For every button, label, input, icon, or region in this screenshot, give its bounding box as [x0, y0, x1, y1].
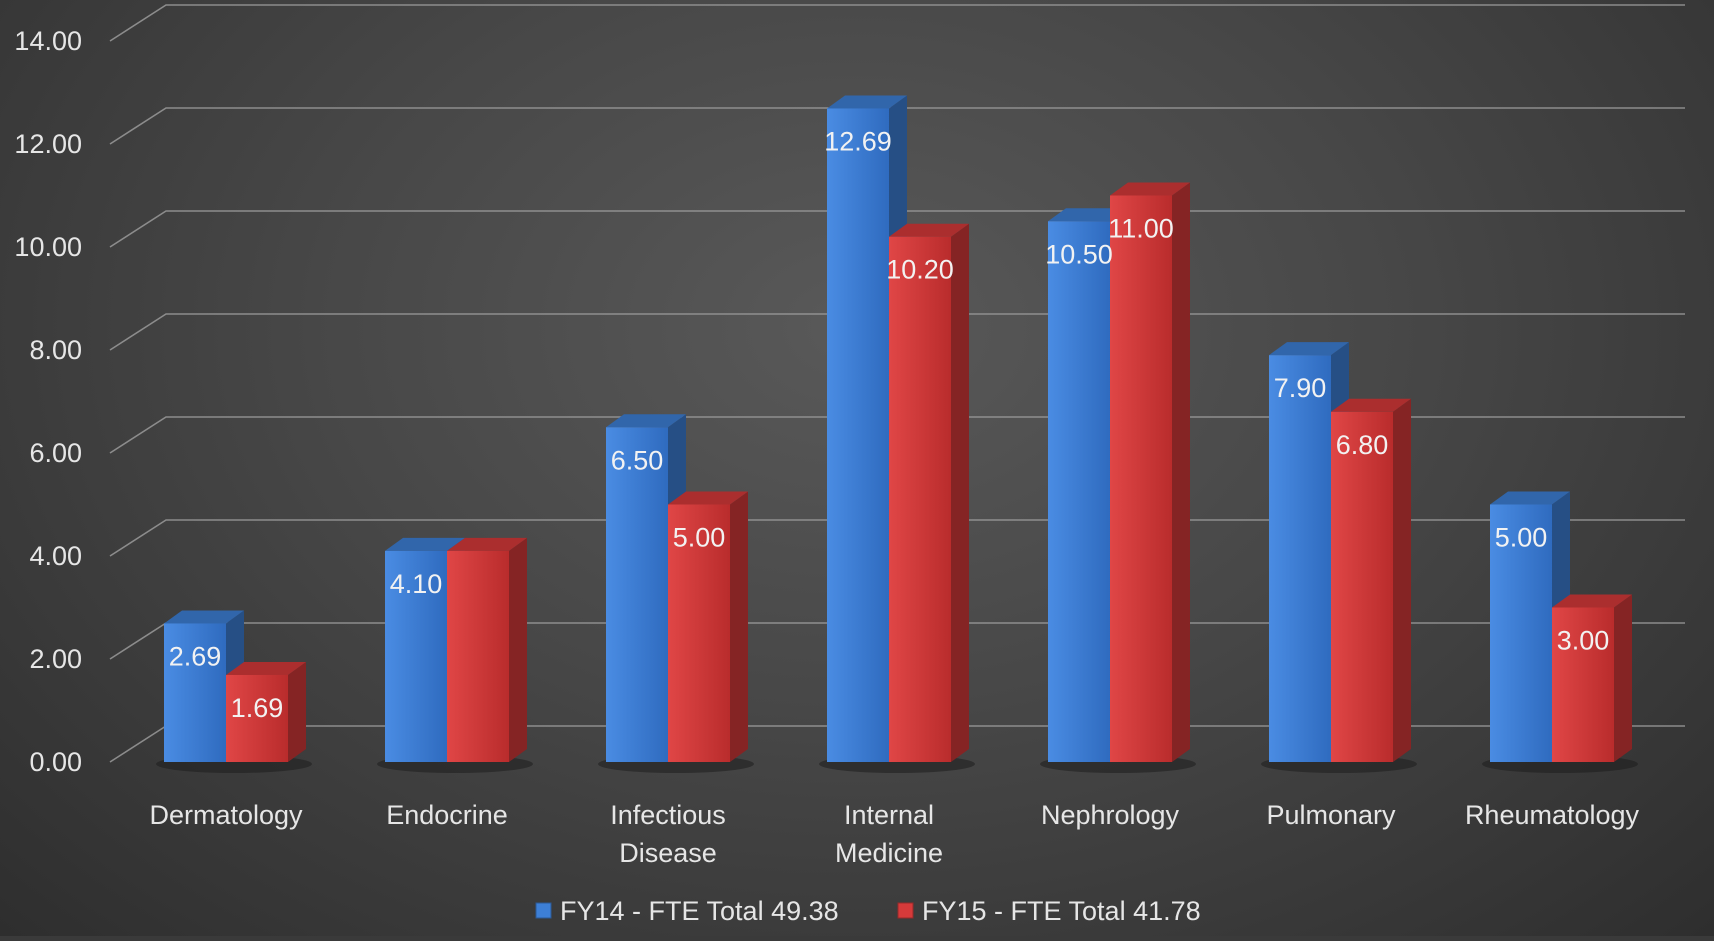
- data-label: 11.00: [1108, 214, 1174, 244]
- data-label: 5.00: [1495, 523, 1548, 553]
- x-axis: Dermatology Endocrine Infectious Disease Int…: [149, 800, 1639, 868]
- gridlines: [109, 4, 1685, 763]
- data-label: 2.69: [169, 641, 222, 671]
- gridline: [109, 107, 1685, 145]
- x-tick-label: Internal Medicine: [835, 800, 943, 868]
- data-label: 1.69: [231, 693, 284, 723]
- bar-fy15-pulmonary[interactable]: [1331, 398, 1411, 762]
- data-labels: 2.69 1.69 4.10 6.50 5.00 12.69 10.20 10.5011.00…: [169, 126, 1610, 723]
- x-tick-label: Infectious Disease: [610, 800, 726, 868]
- legend[interactable]: FY14 - FTE Total 49.38 FY15 - FTE Total 4…: [535, 896, 1201, 926]
- legend-item-fy15[interactable]: FY15 - FTE Total 41.78: [897, 896, 1201, 926]
- data-label: 12.69: [824, 126, 892, 156]
- data-label: 7.90: [1274, 373, 1327, 403]
- y-tick-label: 6.00: [29, 438, 82, 468]
- y-tick-label: 0.00: [29, 747, 82, 777]
- legend-swatch: [535, 902, 552, 919]
- legend-item-fy14[interactable]: FY14 - FTE Total 49.38: [535, 896, 839, 926]
- y-tick-label: 8.00: [29, 335, 82, 365]
- data-label: 5.00: [673, 523, 726, 553]
- y-tick-label: 10.00: [14, 232, 82, 262]
- x-tick-label: Pulmonary: [1266, 800, 1396, 830]
- x-tick-label: Dermatology: [149, 800, 303, 830]
- data-label: 3.00: [1557, 626, 1610, 656]
- bar-fy15-internal-medicine[interactable]: [889, 223, 969, 762]
- legend-label: FY14 - FTE Total 49.38: [560, 896, 839, 926]
- x-tick-label: Endocrine: [386, 800, 508, 830]
- gridline: [109, 4, 1685, 42]
- y-tick-label: 14.00: [14, 26, 82, 56]
- data-label: 4.10: [390, 569, 443, 599]
- bar-fy15-nephrology[interactable]: [1110, 182, 1190, 763]
- x-tick-label: Rheumatology: [1465, 800, 1640, 830]
- data-label: 6.80: [1336, 430, 1389, 460]
- legend-label: FY15 - FTE Total 41.78: [922, 896, 1201, 926]
- bar-fy15-dermatology[interactable]: [226, 661, 306, 762]
- y-tick-label: 12.00: [14, 129, 82, 159]
- data-label: 10.50: [1045, 239, 1113, 269]
- bar-fy15-endocrine[interactable]: [447, 537, 527, 762]
- bars: [156, 95, 1638, 773]
- data-label: 6.50: [611, 445, 664, 475]
- x-tick-label: Nephrology: [1041, 800, 1180, 830]
- data-label: 10.20: [886, 255, 954, 285]
- legend-swatch: [897, 902, 914, 919]
- y-tick-label: 2.00: [29, 644, 82, 674]
- y-axis: 0.00 2.00 4.00 6.00 8.00 10.00 12.00 14.00: [14, 26, 82, 777]
- y-tick-label: 4.00: [29, 541, 82, 571]
- bar-fy15-infectious-disease[interactable]: [668, 491, 748, 763]
- bar-fy15-rheumatology[interactable]: [1552, 594, 1632, 763]
